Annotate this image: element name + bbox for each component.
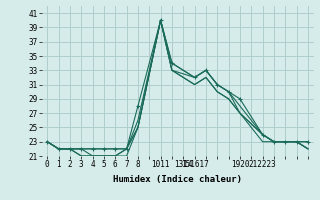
X-axis label: Humidex (Indice chaleur): Humidex (Indice chaleur) [113, 175, 242, 184]
